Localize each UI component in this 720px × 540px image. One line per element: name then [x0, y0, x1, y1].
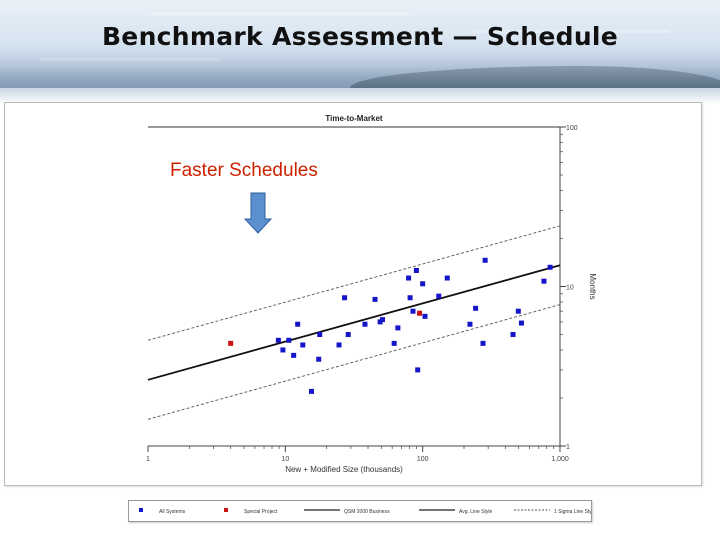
legend-label-3: Avg. Line Style — [459, 509, 492, 515]
all-systems-point-13 — [372, 296, 378, 302]
chart-legend: All Systems Special Project QSM 2000 Busin… — [128, 500, 596, 522]
chart-panel — [4, 102, 702, 486]
all-systems-point-24 — [422, 313, 428, 319]
sigma-line-3 — [147, 304, 561, 420]
all-systems-point-10 — [342, 295, 348, 301]
legend-label-4: 1 Sigma Line Style — [554, 509, 591, 515]
y-tick-label: 100 — [566, 125, 578, 132]
all-systems-point-2 — [286, 337, 292, 343]
all-systems-point-27 — [467, 321, 473, 327]
all-systems-point-1 — [280, 347, 286, 353]
legend-label-1: Special Project — [244, 509, 278, 515]
all-systems-point-32 — [515, 308, 521, 314]
all-systems-point-33 — [518, 320, 524, 326]
legend-label-0: All Systems — [159, 509, 186, 515]
all-systems-point-5 — [300, 342, 306, 348]
title-banner — [0, 0, 720, 88]
all-systems-point-35 — [547, 264, 553, 270]
x-tick-label: 10 — [281, 456, 289, 463]
all-systems-point-4 — [295, 321, 301, 327]
x-tick-label: 1 — [146, 456, 150, 463]
all-systems-point-31 — [510, 332, 516, 338]
all-systems-point-29 — [480, 340, 486, 346]
x-tick-label: 1,000 — [551, 456, 569, 463]
all-systems-point-11 — [345, 332, 351, 338]
all-systems-point-26 — [444, 275, 450, 281]
all-systems-point-8 — [317, 332, 323, 338]
all-systems-point-0 — [275, 337, 281, 343]
all-systems-point-6 — [308, 388, 314, 394]
all-systems-point-19 — [407, 295, 413, 301]
slide-title: Benchmark Assessment — Schedule — [101, 22, 619, 51]
down-arrow-icon — [243, 192, 273, 234]
all-systems-point-7 — [316, 356, 322, 362]
all-systems-point-22 — [415, 367, 421, 373]
all-systems-point-18 — [406, 275, 412, 281]
special-project-point-0 — [228, 340, 234, 346]
all-systems-point-34 — [541, 278, 547, 284]
legend-label-2: QSM 2000 Business — [344, 509, 390, 515]
y-tick-label: 10 — [566, 285, 574, 292]
y-tick-label: 1 — [566, 444, 570, 451]
all-systems-point-30 — [482, 257, 488, 263]
all-systems-point-3 — [291, 352, 297, 358]
legend-marker-0 — [139, 508, 143, 512]
landscape-decoration — [350, 66, 720, 88]
chart-title: Time-to-Market — [325, 114, 383, 123]
x-axis-label: New + Modified Size (thousands) — [285, 465, 403, 474]
all-systems-point-9 — [336, 342, 342, 348]
legend-content: All Systems Special Project QSM 2000 Busin… — [139, 508, 596, 515]
all-systems-point-28 — [473, 305, 479, 311]
all-systems-point-17 — [395, 325, 401, 331]
y-axis-label: Months — [588, 273, 597, 299]
all-systems-point-12 — [362, 321, 368, 327]
faster-schedules-label: Faster Schedules — [170, 160, 318, 181]
legend-marker-1 — [224, 508, 228, 512]
all-systems-point-23 — [420, 281, 426, 287]
all-systems-point-25 — [436, 293, 442, 299]
all-systems-point-21 — [413, 267, 419, 273]
x-tick-label: 100 — [417, 456, 429, 463]
all-systems-point-15 — [380, 317, 386, 323]
average-trend-line — [147, 264, 561, 381]
all-systems-point-16 — [391, 340, 397, 346]
all-systems-point-20 — [410, 308, 416, 314]
sigma-line-2 — [147, 225, 561, 341]
special-project-point-1 — [417, 310, 423, 316]
